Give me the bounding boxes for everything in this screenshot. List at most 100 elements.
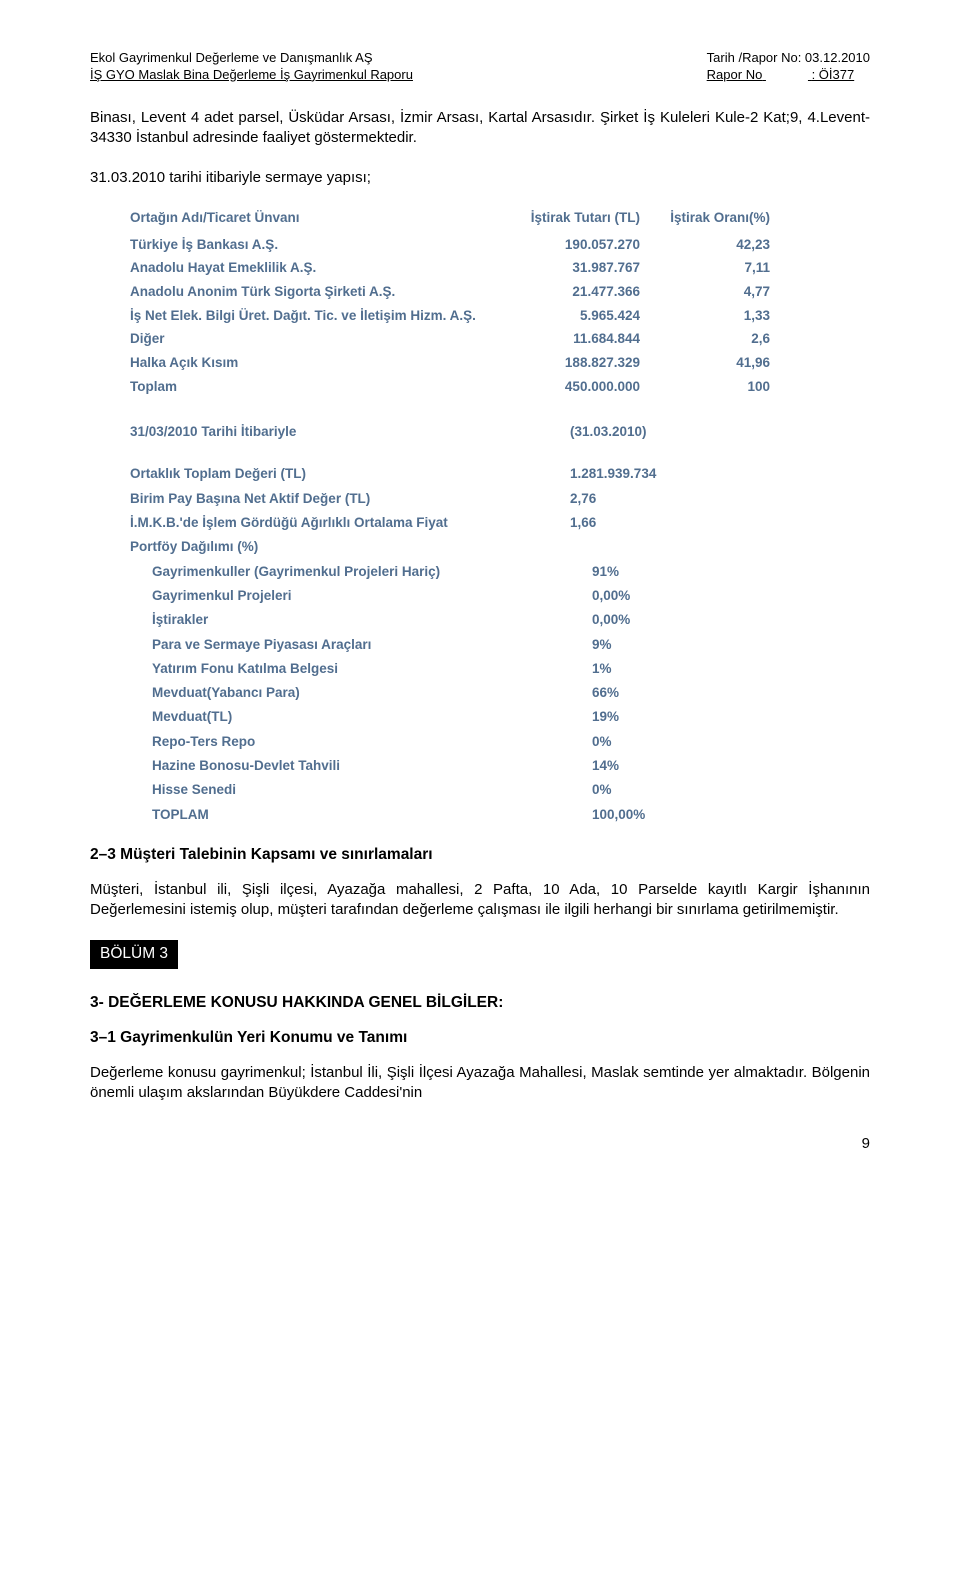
table-row: Hazine Bonosu-Devlet Tahvili 14% [152,754,870,778]
date-value: (31.03.2010) [570,420,770,444]
cell: Birim Pay Başına Net Aktif Değer (TL) [130,487,570,511]
cell: İ.M.K.B.'de İşlem Gördüğü Ağırlıklı Orta… [130,511,570,535]
table-row: İştirakler 0,00% [152,608,870,632]
table-row: İ.M.K.B.'de İşlem Gördüğü Ağırlıklı Orta… [130,511,870,535]
cell: 14% [592,754,792,778]
table-row: Ortaklık Toplam Değeri (TL) 1.281.939.73… [130,462,870,486]
cell: 11.684.844 [510,327,650,351]
table-row: Anadolu Hayat Emeklilik A.Ş. 31.987.767 … [130,256,870,280]
table-row: Repo-Ters Repo 0% [152,730,870,754]
cell: Hazine Bonosu-Devlet Tahvili [152,754,592,778]
paragraph-3: Müşteri, İstanbul ili, Şişli ilçesi, Aya… [90,880,870,921]
cell: 1,33 [650,304,770,328]
header-left: Ekol Gayrimenkul Değerleme ve Danışmanlı… [90,50,413,84]
paragraph-1: Binası, Levent 4 adet parsel, Üsküdar Ar… [90,108,870,149]
header-right: Tarih /Rapor No: 03.12.2010 Rapor No : Ö… [707,50,870,84]
report-no-value: : Öİ377 [812,67,855,82]
table-header-col1: Ortağın Adı/Ticaret Ünvanı [130,209,510,227]
heading-2-3: 2–3 Müşteri Talebinin Kapsamı ve sınırla… [90,845,870,866]
cell: Hisse Senedi [152,778,592,802]
table-row: Birim Pay Başına Net Aktif Değer (TL) 2,… [130,487,870,511]
cell: İş Net Elek. Bilgi Üret. Dağıt. Tic. ve … [130,304,510,328]
table-row: TOPLAM 100,00% [152,803,870,827]
table-row: Portföy Dağılımı (%) [130,535,870,559]
cell: Diğer [130,327,510,351]
cell: 2,6 [650,327,770,351]
portfolio-distribution: Gayrimenkuller (Gayrimenkul Projeleri Ha… [130,560,870,827]
cell: 0% [592,730,792,754]
cell: Gayrimenkuller (Gayrimenkul Projeleri Ha… [152,560,592,584]
cell: 4,77 [650,280,770,304]
cell: 450.000.000 [510,375,650,399]
cell: Halka Açık Kısım [130,351,510,375]
table-row: Hisse Senedi 0% [152,778,870,802]
table-row: Yatırım Fonu Katılma Belgesi 1% [152,657,870,681]
cell: 7,11 [650,256,770,280]
cell: 21.477.366 [510,280,650,304]
heading-3: 3- DEĞERLEME KONUSU HAKKINDA GENEL BİLGİ… [90,993,870,1014]
report-no-label: Rapor No [707,67,763,82]
cell: 66% [592,681,792,705]
cell: 91% [592,560,792,584]
date-label: 31/03/2010 Tarihi İtibariyle [130,420,570,444]
cell: 100 [650,375,770,399]
cell: 5.965.424 [510,304,650,328]
cell: 2,76 [570,487,770,511]
table-row: Anadolu Anonim Türk Sigorta Şirketi A.Ş.… [130,280,870,304]
paragraph-2: 31.03.2010 tarihi itibariyle sermaye yap… [90,168,870,188]
cell: İştirakler [152,608,592,632]
cell: 1% [592,657,792,681]
company-name: Ekol Gayrimenkul Değerleme ve Danışmanlı… [90,50,413,67]
cell: 19% [592,705,792,729]
cell: Portföy Dağılımı (%) [130,535,570,559]
shareholder-table: Ortağın Adı/Ticaret Ünvanı İştirak Tutar… [90,209,870,399]
cell [570,535,770,559]
table-row: Toplam 450.000.000 100 [130,375,870,399]
cell: 100,00% [592,803,792,827]
cell: Türkiye İş Bankası A.Ş. [130,233,510,257]
cell: 188.827.329 [510,351,650,375]
date-row: 31/03/2010 Tarihi İtibariyle (31.03.2010… [130,420,870,444]
cell: Mevduat(Yabancı Para) [152,681,592,705]
date-row-block: 31/03/2010 Tarihi İtibariyle (31.03.2010… [90,420,870,444]
cell: 31.987.767 [510,256,650,280]
document-page: Ekol Gayrimenkul Değerleme ve Danışmanlı… [0,0,960,1204]
cell: Anadolu Hayat Emeklilik A.Ş. [130,256,510,280]
table-header-row: Ortağın Adı/Ticaret Ünvanı İştirak Tutar… [130,209,870,227]
table-header-col3: İştirak Oranı(%) [650,209,770,227]
cell: Anadolu Anonim Türk Sigorta Şirketi A.Ş. [130,280,510,304]
table-row: İş Net Elek. Bilgi Üret. Dağıt. Tic. ve … [130,304,870,328]
report-no-line: Rapor No : Öİ377 [707,67,870,84]
cell: 1,66 [570,511,770,535]
page-header: Ekol Gayrimenkul Değerleme ve Danışmanlı… [90,50,870,84]
table-row: Halka Açık Kısım 188.827.329 41,96 [130,351,870,375]
table-row: Mevduat(Yabancı Para) 66% [152,681,870,705]
cell: 42,23 [650,233,770,257]
table-row: Gayrimenkuller (Gayrimenkul Projeleri Ha… [152,560,870,584]
cell: 1.281.939.734 [570,462,770,486]
table-header-col2: İştirak Tutarı (TL) [510,209,650,227]
cell: Repo-Ters Repo [152,730,592,754]
cell: 0% [592,778,792,802]
table-row: Mevduat(TL) 19% [152,705,870,729]
section-label-bolum3: BÖLÜM 3 [90,940,178,969]
table-row: Türkiye İş Bankası A.Ş. 190.057.270 42,2… [130,233,870,257]
table-row: Para ve Sermaye Piyasası Araçları 9% [152,633,870,657]
cell: Ortaklık Toplam Değeri (TL) [130,462,570,486]
report-title: İŞ GYO Maslak Bina Değerleme İş Gayrimen… [90,67,413,84]
paragraph-4: Değerleme konusu gayrimenkul; İstanbul İ… [90,1063,870,1104]
cell: 9% [592,633,792,657]
heading-3-1: 3–1 Gayrimenkulün Yeri Konumu ve Tanımı [90,1028,870,1049]
cell: 0,00% [592,608,792,632]
portfolio-table: Ortaklık Toplam Değeri (TL) 1.281.939.73… [90,462,870,826]
date-report-no: Tarih /Rapor No: 03.12.2010 [707,50,870,67]
cell: Toplam [130,375,510,399]
cell: Para ve Sermaye Piyasası Araçları [152,633,592,657]
cell: Mevduat(TL) [152,705,592,729]
cell: 190.057.270 [510,233,650,257]
table-row: Gayrimenkul Projeleri 0,00% [152,584,870,608]
cell: 0,00% [592,584,792,608]
table-row: Diğer 11.684.844 2,6 [130,327,870,351]
cell: 41,96 [650,351,770,375]
cell: TOPLAM [152,803,592,827]
